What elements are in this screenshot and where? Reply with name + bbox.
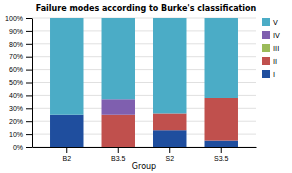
grid (32, 18, 256, 147)
tick-label: S3.5 (214, 155, 229, 162)
tick-label: 20% (9, 118, 23, 125)
bar-segment (153, 113, 186, 130)
bar-segment (205, 18, 238, 98)
tick-label: 10% (9, 131, 23, 138)
tick-mark (26, 121, 32, 122)
series (50, 18, 238, 115)
x-axis-title: Group (132, 162, 156, 171)
legend-label: I (273, 71, 275, 79)
tick-label: 0% (13, 144, 23, 151)
tick-mark (26, 147, 32, 148)
tick-mark (26, 108, 32, 109)
tick-label: 100% (5, 15, 23, 22)
tick-mark (26, 83, 32, 84)
legend-label: IV (273, 32, 280, 40)
series (102, 99, 135, 114)
legend-item: II (262, 57, 277, 66)
tick-mark (26, 134, 32, 135)
tick: 90% (9, 28, 32, 35)
tick: B2 (62, 147, 71, 162)
tick-mark (118, 147, 119, 153)
tick: 0% (13, 144, 32, 151)
tick: 20% (9, 118, 32, 125)
axis-line (32, 19, 33, 148)
legend-swatch (262, 57, 270, 65)
bar-segment (102, 115, 135, 147)
axis-line (33, 147, 257, 148)
tick-mark (221, 147, 222, 153)
tick: 60% (9, 66, 32, 73)
tick-mark (26, 31, 32, 32)
legend: VIVIIIIII (262, 18, 280, 79)
bar-segment (153, 130, 186, 147)
bar-segment (205, 141, 238, 147)
y-axis: 0% 10% 20% 30% 40% 50% 60% 70% 80% 90% 100% (5, 15, 32, 151)
tick: 40% (9, 92, 32, 99)
tick: B3.5 (111, 147, 126, 162)
tick-label: 30% (9, 105, 23, 112)
tick-label: 80% (9, 41, 23, 48)
tick-label: S2 (165, 155, 174, 162)
legend-label: II (273, 58, 277, 66)
bar-segment (50, 115, 83, 147)
legend-swatch (262, 31, 270, 39)
tick: 30% (9, 105, 32, 112)
legend-item: III (262, 44, 279, 53)
tick: 50% (9, 79, 32, 86)
tick: 80% (9, 41, 32, 48)
bar-segment (205, 98, 238, 141)
legend-item: I (262, 70, 275, 79)
legend-item: V (262, 18, 278, 27)
tick: 100% (5, 15, 32, 22)
legend-label: III (273, 45, 279, 53)
legend-swatch (262, 44, 270, 52)
legend-swatch (262, 18, 270, 26)
tick-label: 50% (9, 79, 23, 86)
legend-item: IV (262, 31, 280, 40)
tick-label: B2 (62, 155, 71, 162)
bars (50, 18, 238, 147)
tick-mark (26, 95, 32, 96)
tick-mark (169, 147, 170, 153)
tick-mark (26, 18, 32, 19)
tick-mark (66, 147, 67, 153)
bar-segment (102, 99, 135, 114)
tick-label: 60% (9, 66, 23, 73)
bar-segment (50, 18, 83, 115)
tick: S3.5 (214, 147, 229, 162)
tick-label: B3.5 (111, 155, 126, 162)
tick-label: 70% (9, 53, 23, 60)
legend-swatch (262, 70, 270, 78)
bar-segment (102, 18, 135, 99)
tick: S2 (165, 147, 174, 162)
legend-label: V (273, 19, 278, 27)
tick-mark (26, 57, 32, 58)
tick-mark (26, 44, 32, 45)
tick-label: 40% (9, 92, 23, 99)
chart: 0% 10% 20% 30% 40% 50% 60% 70% 80% 90% 100% B2 B3.5 S… (0, 0, 292, 173)
tick: 10% (9, 131, 32, 138)
tick-label: 90% (9, 28, 23, 35)
tick: 70% (9, 53, 32, 60)
x-axis: B2 B3.5 S2 S3.5 (33, 147, 257, 162)
title: Failure modes according to Burke's class… (36, 4, 257, 13)
bar-segment (153, 18, 186, 113)
tick-mark (26, 70, 32, 71)
plot: 0% 10% 20% 30% 40% 50% 60% 70% 80% 90% 100% B2 B3.5 S… (5, 15, 256, 162)
